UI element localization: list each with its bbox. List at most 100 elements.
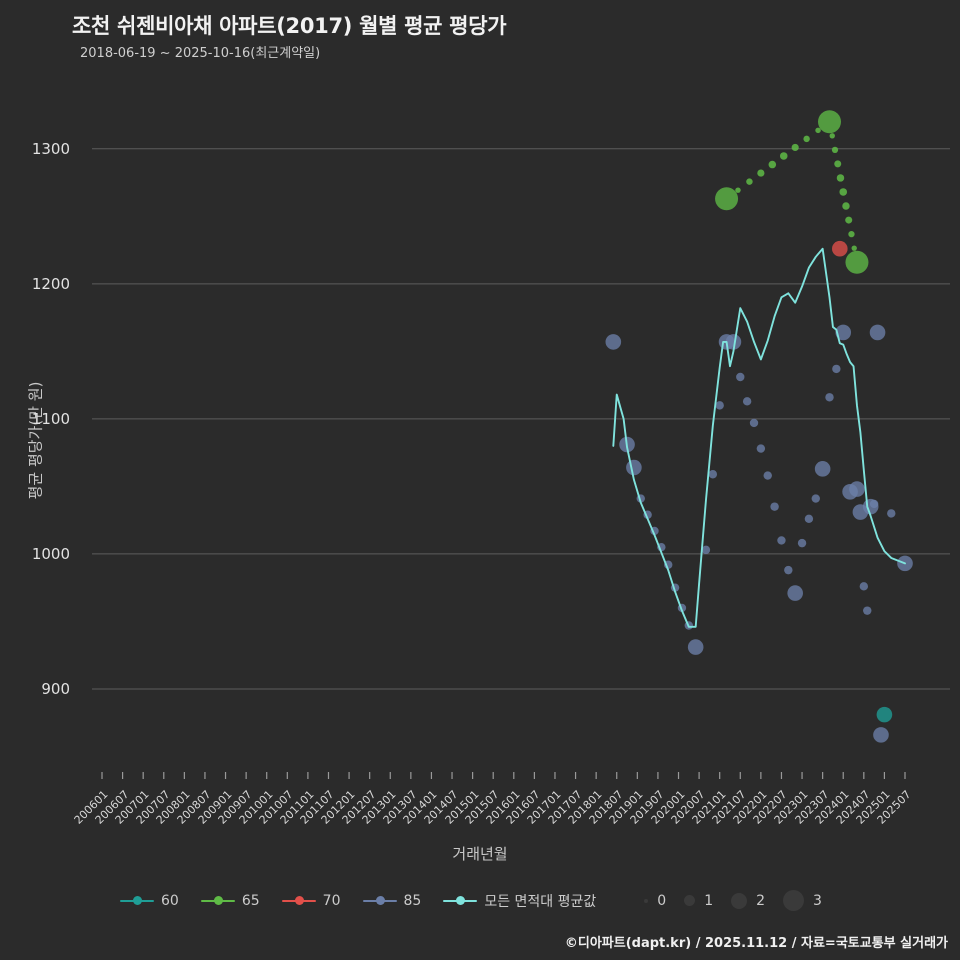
- data-point: [715, 187, 739, 211]
- data-point: [863, 606, 872, 615]
- legend-65-marker-icon: [200, 894, 235, 908]
- data-point: [876, 706, 893, 723]
- data-point: [670, 583, 680, 592]
- series-dot: [803, 135, 810, 143]
- series-legend: 60 65 70 85 모든 면적대 평균값: [120, 891, 618, 911]
- series-85: [605, 324, 913, 743]
- legend-60[interactable]: 60: [120, 893, 179, 909]
- data-point: [869, 324, 886, 341]
- series-dot: [746, 178, 753, 185]
- series-dot: [791, 143, 799, 152]
- legend-average-label: 모든 면적대 평균값: [484, 893, 597, 910]
- series-dot: [842, 202, 850, 210]
- size-legend-item-3: 3: [783, 890, 822, 911]
- y-tick-label-1000: 1000: [31, 544, 70, 563]
- data-point: [605, 334, 622, 350]
- data-point: [832, 364, 841, 374]
- data-point: [897, 555, 913, 572]
- size-legend-item-1: 1: [684, 893, 713, 909]
- data-point: [784, 565, 793, 575]
- series-dot: [735, 187, 741, 193]
- series-dot: [815, 127, 821, 134]
- size-legend-label: 3: [813, 892, 822, 909]
- legend-60-label: 60: [161, 892, 179, 909]
- size-legend-dot-icon: [684, 895, 696, 906]
- series-dot: [831, 146, 839, 153]
- data-point: [845, 250, 869, 274]
- size-legend-label: 2: [756, 892, 766, 909]
- data-point: [756, 444, 766, 453]
- data-point: [862, 498, 879, 515]
- legend-65-label: 65: [241, 892, 260, 909]
- legend-average-marker-icon: [443, 894, 478, 908]
- data-point: [725, 334, 742, 350]
- y-tick-label-1100: 1100: [31, 409, 70, 428]
- footer-credit: ©디아파트(dapt.kr) / 2025.11.12 / 자료=국토교통부 실…: [564, 936, 948, 951]
- series-dot: [836, 174, 845, 182]
- data-point: [873, 727, 889, 743]
- series-dot: [829, 133, 835, 139]
- data-point: [664, 560, 673, 569]
- legend-65[interactable]: 65: [200, 892, 260, 909]
- data-point: [804, 514, 814, 524]
- data-point: [787, 585, 803, 601]
- data-point: [770, 502, 779, 511]
- data-point: [657, 542, 666, 552]
- series-65: [715, 110, 869, 274]
- data-point: [797, 538, 807, 548]
- chart-legend: 60 65 70 85 모든 면적대 평균값 0 1 2 3: [0, 890, 960, 911]
- series-dot: [845, 216, 853, 224]
- data-point: [842, 483, 858, 500]
- legend-85[interactable]: 85: [362, 893, 421, 909]
- series-dot: [768, 160, 777, 169]
- size-legend-label: 1: [704, 892, 714, 909]
- series-70: [831, 240, 848, 257]
- page-subtitle: 2018-06-19 ~ 2025-10-16(최근계약일): [80, 46, 321, 61]
- data-point: [687, 639, 704, 655]
- data-point: [835, 324, 852, 341]
- y-tick-label-1200: 1200: [31, 274, 70, 293]
- size-legend-dot-icon: [783, 890, 805, 911]
- data-point: [859, 582, 869, 591]
- data-point: [831, 240, 848, 257]
- data-point: [763, 471, 772, 480]
- data-point: [636, 494, 645, 503]
- data-point: [701, 545, 711, 555]
- data-point: [887, 509, 896, 518]
- data-point: [825, 393, 834, 402]
- data-point: [869, 499, 879, 509]
- data-point: [749, 418, 759, 428]
- series-dot: [757, 169, 765, 177]
- size-legend-item-2: 2: [731, 892, 766, 909]
- y-tick-label-1300: 1300: [31, 139, 70, 158]
- data-point: [715, 401, 724, 410]
- legend-70[interactable]: 70: [281, 892, 341, 909]
- series-dot: [839, 188, 848, 196]
- data-point: [677, 603, 687, 613]
- series-dot: [779, 152, 788, 160]
- series-line-모든 면적대 평균값: [612, 247, 906, 628]
- data-point: [684, 621, 694, 630]
- data-point: [736, 372, 745, 382]
- legend-70-label: 70: [322, 892, 341, 909]
- series-dot: [834, 160, 842, 168]
- data-point: [852, 504, 869, 520]
- data-point: [814, 461, 831, 477]
- size-legend: 0 1 2 3: [644, 890, 840, 911]
- data-point: [643, 510, 652, 519]
- legend-average[interactable]: 모든 면적대 평균값: [443, 891, 596, 911]
- size-legend-dot-icon: [644, 898, 649, 903]
- data-point: [849, 481, 865, 497]
- page-title: 조천 쉬젠비아채 아파트(2017) 월별 평균 평당가: [72, 14, 507, 38]
- size-legend-item-0: 0: [644, 893, 666, 909]
- size-legend-dot-icon: [731, 892, 748, 909]
- legend-60-marker-icon: [120, 894, 155, 908]
- data-point: [811, 494, 820, 503]
- data-point: [626, 459, 642, 476]
- x-axis-label: 거래년월: [452, 845, 508, 863]
- series-dot: [848, 230, 855, 238]
- legend-85-marker-icon: [362, 894, 397, 908]
- series-dot: [851, 245, 857, 251]
- data-point: [718, 334, 735, 350]
